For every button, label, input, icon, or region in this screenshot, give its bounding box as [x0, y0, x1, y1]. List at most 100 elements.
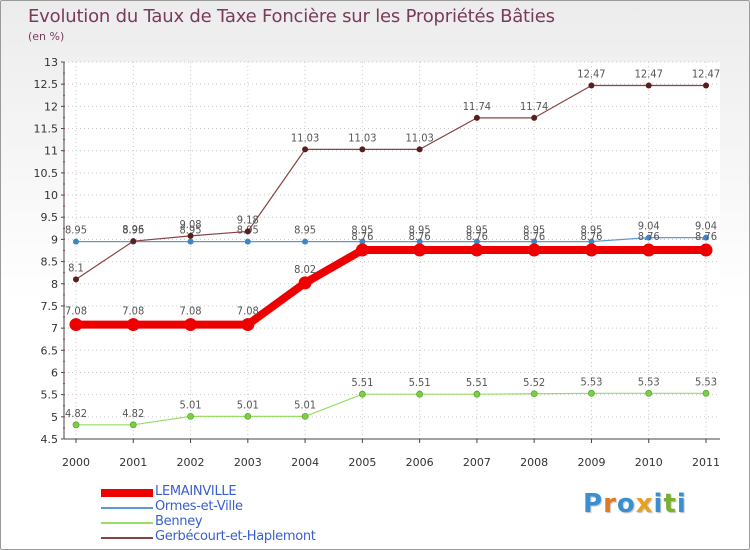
data-label-ormes-et-ville: 8.95 [294, 224, 316, 237]
data-point-lemainville [413, 243, 427, 257]
chart-title: Evolution du Taux de Taxe Foncière sur l… [28, 6, 555, 27]
data-point-lemainville [584, 243, 598, 257]
data-point-gerbecourt-et-haplemont [130, 238, 137, 245]
data-label-benney: 5.53 [580, 375, 602, 388]
x-tick-label: 2000 [62, 456, 90, 469]
data-label-gerbecourt-et-haplemont: 8.1 [68, 261, 84, 274]
data-point-lemainville [642, 243, 656, 257]
legend-label: Ormes-et-Ville [155, 499, 243, 514]
x-tick-label: 2001 [119, 456, 147, 469]
x-tick-label: 2011 [692, 456, 720, 469]
series-line-lemainville [76, 246, 706, 329]
y-tick-label: 11.5 [34, 123, 59, 136]
y-tick-label: 6 [51, 366, 58, 379]
data-point-benney [187, 412, 194, 420]
legend-item-gerbecourt-et-haplemont: Gerbécourt-et-Haplemont [101, 529, 401, 545]
data-label-gerbecourt-et-haplemont: 11.74 [520, 100, 548, 113]
data-label-benney: 5.53 [638, 375, 660, 388]
data-label-gerbecourt-et-haplemont: 12.47 [635, 68, 663, 81]
data-label-benney: 5.51 [409, 376, 431, 389]
data-label-benney: 5.51 [351, 376, 373, 389]
data-point-benney [416, 390, 424, 398]
y-tick-label: 8.5 [41, 256, 59, 269]
y-tick-label: 12.5 [34, 78, 59, 91]
data-label-benney: 5.01 [180, 398, 202, 411]
series-line-ormes-et-ville [76, 237, 706, 243]
data-label-ormes-et-ville: 8.95 [65, 224, 87, 237]
data-point-ormes-et-ville [531, 238, 538, 245]
series-line-benney [76, 392, 706, 426]
data-point-benney [358, 390, 366, 398]
data-point-ormes-et-ville [302, 238, 309, 245]
x-tick-label: 2009 [577, 456, 605, 469]
data-label-benney: 4.82 [65, 407, 87, 420]
y-tick-label: 13 [44, 56, 58, 69]
data-point-lemainville [699, 243, 713, 257]
y-tick-label: 7.5 [41, 300, 59, 313]
legend-item-lemainville: LEMAINVILLE [101, 484, 401, 500]
data-point-gerbecourt-et-haplemont [359, 146, 366, 153]
data-point-gerbecourt-et-haplemont [645, 82, 652, 89]
y-tick-label: 6.5 [41, 344, 59, 357]
data-label-lemainville: 8.76 [409, 230, 431, 243]
data-point-gerbecourt-et-haplemont [73, 276, 79, 283]
data-point-lemainville [355, 243, 369, 257]
data-point-benney [301, 412, 309, 420]
data-point-gerbecourt-et-haplemont [588, 82, 595, 89]
legend-swatch [101, 522, 153, 524]
data-label-gerbecourt-et-haplemont: 11.74 [463, 100, 491, 113]
data-point-ormes-et-ville [73, 238, 79, 245]
data-label-gerbecourt-et-haplemont: 8.96 [122, 223, 144, 236]
data-label-gerbecourt-et-haplemont: 11.03 [348, 131, 376, 144]
chart-subtitle: (en %) [28, 30, 65, 43]
logo-letter: o [616, 489, 636, 519]
x-tick-label: 2003 [234, 456, 262, 469]
data-label-benney: 4.82 [122, 407, 144, 420]
x-tick-label: 2007 [463, 456, 491, 469]
data-label-gerbecourt-et-haplemont: 12.47 [692, 68, 720, 81]
data-label-ormes-et-ville: 9.04 [638, 220, 660, 233]
data-point-gerbecourt-et-haplemont [244, 228, 251, 235]
data-label-benney: 5.53 [695, 375, 717, 388]
data-label-ormes-et-ville: 9.04 [695, 220, 717, 233]
legend-item-ormes-et-ville: Ormes-et-Ville [101, 499, 401, 515]
data-point-ormes-et-ville [588, 238, 595, 245]
legend-label: LEMAINVILLE [155, 484, 237, 499]
data-point-lemainville [241, 318, 255, 332]
series-line-gerbecourt-et-haplemont [75, 84, 706, 280]
x-tick-label: 2010 [635, 456, 663, 469]
data-label-benney: 5.01 [237, 398, 259, 411]
data-label-lemainville: 8.76 [351, 230, 373, 243]
data-label-gerbecourt-et-haplemont: 9.08 [180, 218, 202, 231]
y-tick-label: 5 [51, 411, 58, 424]
data-label-benney: 5.52 [523, 376, 545, 389]
data-label-lemainville: 7.08 [237, 305, 259, 318]
line-chart: 4.5 5 5.5 6 6.5 7 7.5 8 8.5 9 9.5 10 10.5 11 11.5 12 12.… [34, 56, 721, 469]
logo-letter: t [663, 489, 677, 519]
data-label-benney: 5.51 [466, 376, 488, 389]
x-tick-label: 2008 [520, 456, 548, 469]
logo-letter: P [583, 489, 604, 519]
y-tick-label: 5.5 [41, 389, 59, 402]
data-point-benney [473, 390, 481, 398]
logo-letter: i [676, 489, 687, 519]
data-label-lemainville: 8.76 [580, 230, 602, 243]
y-tick-label: 7 [51, 322, 58, 335]
x-tick-label: 2002 [177, 456, 205, 469]
data-point-lemainville [126, 318, 140, 332]
data-point-lemainville [184, 318, 198, 332]
legend-swatch [101, 537, 153, 539]
data-point-benney [588, 389, 595, 397]
data-label-lemainville: 8.02 [294, 263, 316, 276]
y-tick-label: 10 [44, 189, 58, 202]
data-point-benney [129, 421, 137, 429]
data-label-gerbecourt-et-haplemont: 11.03 [291, 131, 319, 144]
data-point-benney [244, 412, 252, 420]
data-point-ormes-et-ville [359, 238, 366, 245]
data-label-ormes-et-ville: 8.95 [122, 224, 144, 237]
data-point-benney [702, 389, 710, 397]
data-point-lemainville [470, 243, 484, 257]
legend-label: Benney [155, 514, 203, 529]
data-label-lemainville: 8.76 [695, 230, 717, 243]
